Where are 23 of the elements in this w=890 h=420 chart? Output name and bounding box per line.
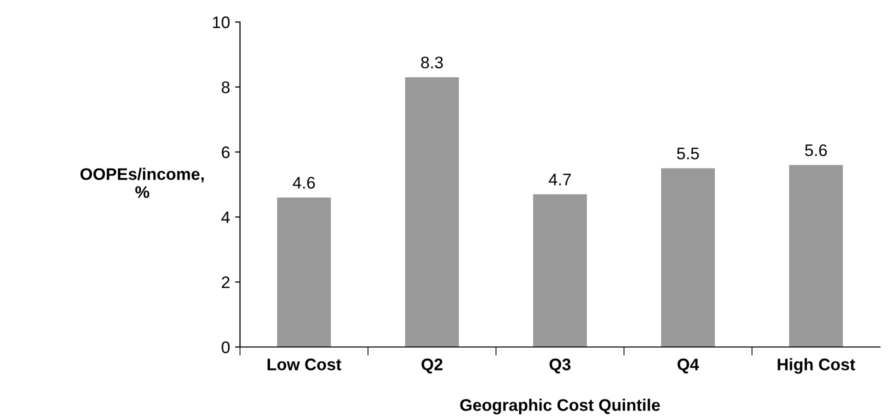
- data-label: 5.6: [805, 144, 827, 156]
- y-tick-label: 2: [222, 276, 230, 288]
- data-label: 8.3: [421, 56, 443, 68]
- y-tick-label: 0: [222, 341, 230, 354]
- x-tick-label: Q4: [678, 358, 700, 374]
- x-tick-label: High Cost: [778, 358, 856, 374]
- bar: [789, 165, 843, 347]
- bar: [277, 198, 331, 347]
- bar: [533, 194, 587, 347]
- y-tick-label: 8: [222, 81, 230, 94]
- bar: [405, 77, 459, 347]
- y-tick-label: 6: [222, 146, 230, 158]
- x-tick-label: Q2: [422, 358, 442, 374]
- x-tick-label: Q3: [550, 358, 571, 374]
- x-axis-title: Geographic Cost Quintile: [460, 398, 660, 414]
- data-label: 4.6: [292, 176, 315, 189]
- y-tick-label: 4: [221, 212, 230, 224]
- data-label: 4.7: [548, 174, 571, 186]
- y-axis-title: OOPEs/income, %: [80, 168, 204, 198]
- bar: [661, 168, 715, 347]
- data-label: 5.5: [677, 148, 699, 160]
- y-tick-label: 10: [213, 16, 230, 28]
- x-tick-label: Low Cost: [268, 358, 342, 370]
